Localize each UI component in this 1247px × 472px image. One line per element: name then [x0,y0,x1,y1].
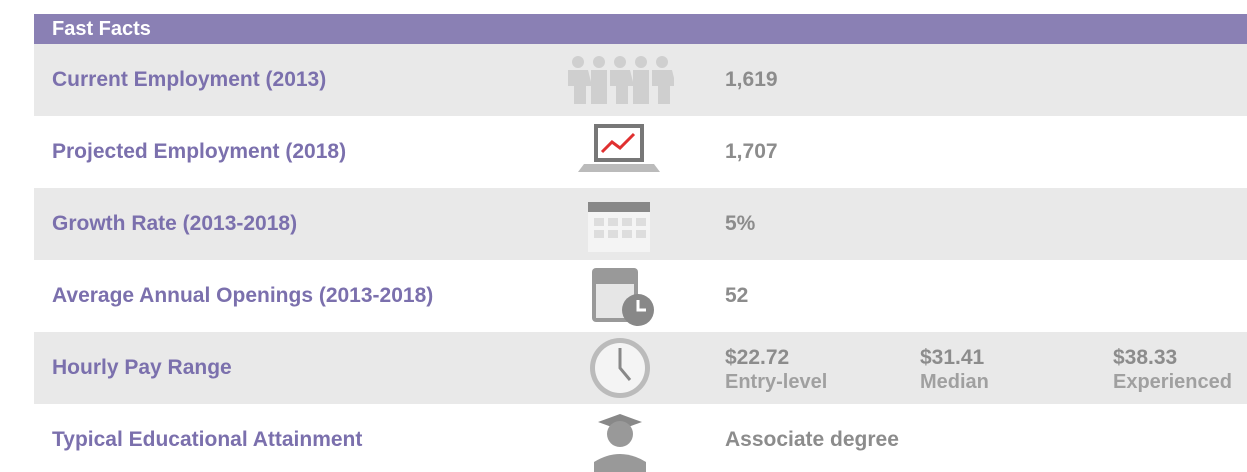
pay-cell: $38.33 Experienced [1113,346,1232,394]
row: Average Annual Openings (2013-2018) 52 [34,260,1247,332]
row-value: 5% [725,212,756,235]
pay-level: Experienced [1113,371,1232,393]
row-label: Projected Employment (2018) [52,140,347,163]
row-label: Typical Educational Attainment [52,428,363,451]
row: Hourly Pay Range $22.72 Entry-level $31.… [34,332,1247,404]
pay-amount: $38.33 [1113,346,1178,369]
pay-amount: $31.41 [920,346,985,369]
header-title: Fast Facts [34,14,1247,44]
row: Growth Rate (2013-2018) 5% [34,188,1247,260]
pay-cell: $22.72 Entry-level [725,346,827,394]
laptop-icon [578,124,660,172]
pay-cell: $31.41 Median [920,346,989,394]
row: Current Employment (2013) 1,619 [34,44,1247,116]
row-label: Average Annual Openings (2013-2018) [52,284,434,307]
row: Projected Employment (2018) 1,707 [34,116,1247,188]
pay-level: Median [920,371,989,393]
graduate-icon [594,414,646,472]
calendar-clock-icon [592,268,654,326]
row-value: 52 [725,284,749,307]
pay-amount: $22.72 [725,346,790,369]
row-value: 1,707 [725,140,778,163]
pay-level: Entry-level [725,371,828,393]
row-value: 1,619 [725,68,778,91]
row-label: Current Employment (2013) [52,68,327,91]
clock-icon [590,338,650,398]
row: Typical Educational Attainment Associate… [34,404,1247,472]
people-icon [568,56,674,104]
row-label: Growth Rate (2013-2018) [52,212,298,235]
calendar-icon [588,202,650,252]
row-value: Associate degree [725,428,899,451]
row-label: Hourly Pay Range [52,356,232,379]
